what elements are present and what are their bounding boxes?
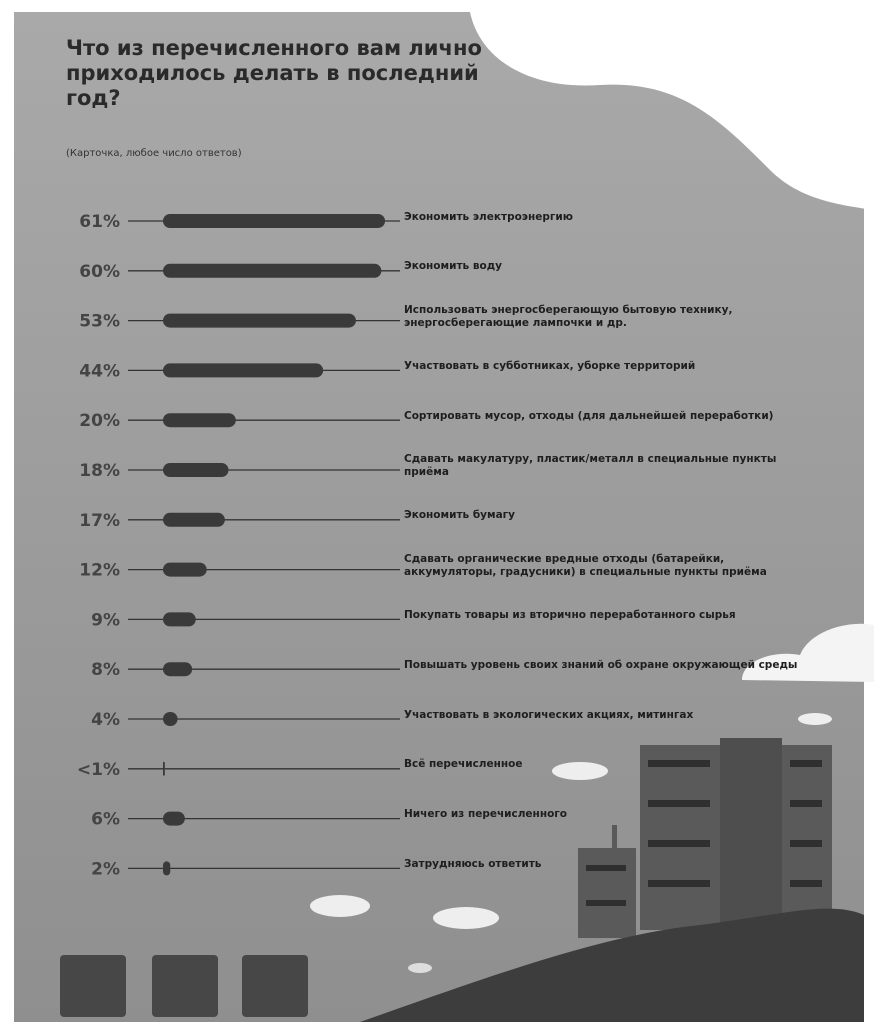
bar <box>163 712 178 726</box>
value-label: <1% <box>77 760 120 780</box>
cloud-top <box>470 0 874 210</box>
value-label: 8% <box>91 660 120 680</box>
category-label: Использовать энергосберегающую бытовую т… <box>404 303 733 329</box>
cloud <box>310 895 370 917</box>
bins <box>60 955 308 1017</box>
category-label: Сдавать макулатуру, пластик/металл в спе… <box>404 453 777 479</box>
bar <box>163 413 236 428</box>
category-label: Ничего из перечисленного <box>404 808 567 821</box>
value-label: 4% <box>91 710 120 730</box>
bar <box>163 363 324 378</box>
category-label: Повышать уровень своих знаний об охране … <box>404 658 798 671</box>
value-label: 53% <box>79 312 120 332</box>
bar <box>163 662 193 677</box>
bar <box>163 463 229 477</box>
bar <box>163 512 225 527</box>
bar <box>163 612 196 627</box>
cloud <box>552 762 608 780</box>
value-label: 17% <box>79 511 120 531</box>
bar <box>163 562 207 577</box>
value-label: 2% <box>91 859 120 879</box>
cloud <box>798 713 832 725</box>
windows <box>586 760 822 906</box>
category-label: Затрудняюсь ответить <box>404 857 542 870</box>
chart-subtitle: (Карточка, любое число ответов) <box>66 148 242 159</box>
chart-title: Что из перечисленного вам лично приходил… <box>66 36 482 110</box>
category-label: Покупать товары из вторично переработанн… <box>404 608 736 621</box>
value-label: 44% <box>79 361 120 381</box>
value-label: 6% <box>91 810 120 830</box>
value-label: 60% <box>79 262 120 282</box>
cloud <box>408 963 432 973</box>
bar <box>163 313 356 328</box>
bar <box>163 263 382 278</box>
bar <box>163 811 185 826</box>
category-label: Экономить электроэнергию <box>404 210 573 223</box>
category-label: Сдавать органические вредные отходы (бат… <box>404 552 767 578</box>
value-label: 61% <box>79 212 120 232</box>
value-label: 12% <box>79 561 120 581</box>
plot: 61% 60% 53% 44% 20% 18% 17% 12% 9% 8% 4% <1% 6% 2% <box>77 212 400 879</box>
hill <box>360 908 864 1022</box>
value-label: 20% <box>79 411 120 431</box>
value-label: 9% <box>91 610 120 630</box>
category-label: Сортировать мусор, отходы (для дальнейше… <box>404 409 774 422</box>
cloud <box>742 623 874 682</box>
category-label: Экономить бумагу <box>404 509 516 522</box>
bar <box>163 761 165 776</box>
category-label: Участвовать в экологических акциях, мити… <box>404 708 694 721</box>
buildings <box>578 738 832 938</box>
category-label: Участвовать в субботниках, уборке террит… <box>404 359 696 372</box>
bar <box>163 861 171 876</box>
bar <box>163 214 386 228</box>
value-label: 18% <box>79 461 120 481</box>
category-label: Экономить воду <box>404 260 503 273</box>
category-label: Всё перечисленное <box>404 758 523 771</box>
cloud <box>433 907 499 929</box>
